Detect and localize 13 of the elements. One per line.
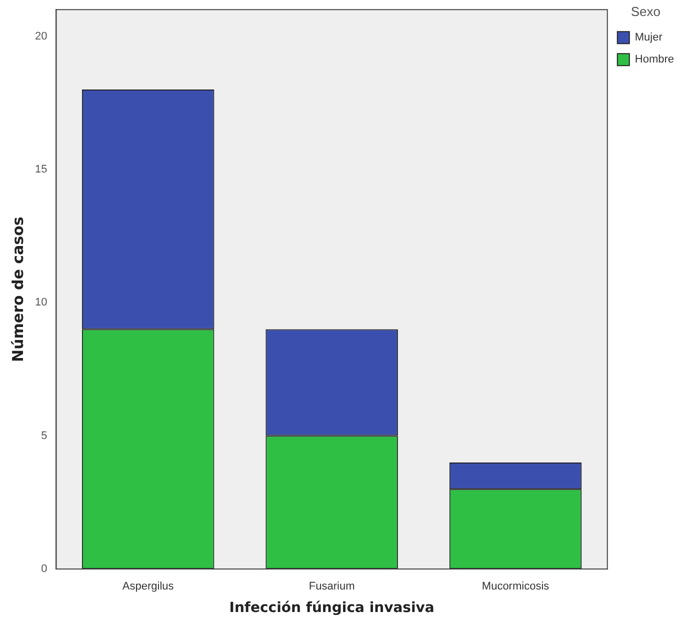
x-axis-title: Infección fúngica invasiva: [229, 600, 434, 616]
x-tick-label: Aspergilus: [122, 580, 174, 593]
y-tick-label: 10: [34, 296, 48, 309]
x-tick-label: Mucormicosis: [482, 580, 550, 593]
legend-title: Sexo: [630, 4, 661, 20]
y-axis-title: Número de casos: [8, 216, 27, 362]
y-tick-label: 0: [41, 563, 48, 576]
legend-label: Hombre: [634, 54, 674, 66]
legend-label: Mujer: [634, 32, 663, 44]
y-tick-label: 15: [34, 163, 48, 176]
y-tick-label: 20: [34, 30, 48, 42]
y-tick-label: 5: [41, 430, 48, 442]
x-tick-label: Fusarium: [308, 580, 355, 593]
